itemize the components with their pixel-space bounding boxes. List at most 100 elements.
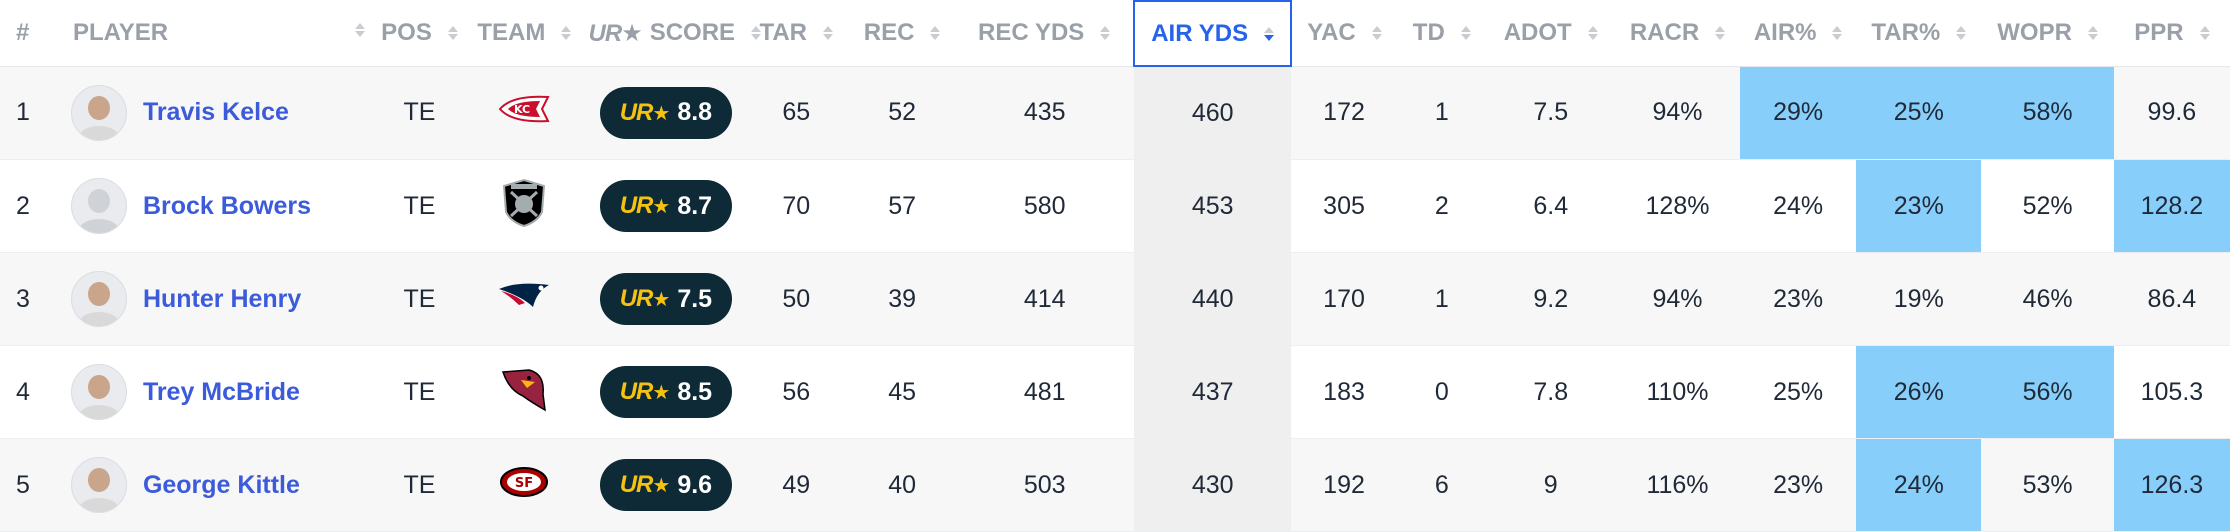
ur-score-badge: UR★ 8.7	[599, 180, 733, 232]
pos-cell: TE	[378, 66, 461, 160]
racr-cell: 128%	[1614, 159, 1741, 253]
col-header-adot[interactable]: ADOT	[1486, 1, 1615, 67]
avatar	[70, 178, 127, 234]
rec-yds-cell: 580	[955, 159, 1135, 253]
tar-pct-cell: 24%	[1856, 438, 1982, 532]
adot-cell: 7.8	[1486, 345, 1615, 439]
adot-cell: 7.5	[1486, 66, 1615, 160]
air-yds-cell: 440	[1134, 252, 1292, 346]
wopr-cell: 53%	[1981, 438, 2114, 532]
yac-cell: 170	[1291, 252, 1397, 346]
ur-logo-icon: UR★	[588, 19, 643, 47]
ur-logo-icon: UR★	[619, 285, 671, 312]
air-yds-cell: 430	[1134, 438, 1292, 532]
col-header-yac[interactable]: YAC	[1291, 1, 1397, 67]
rec-cell: 40	[849, 438, 956, 532]
td-cell: 1	[1396, 66, 1487, 160]
col-header-rec-yds[interactable]: REC YDS	[955, 1, 1135, 67]
col-header-ppr[interactable]: PPR	[2113, 1, 2230, 67]
td-cell: 6	[1396, 438, 1487, 532]
yac-cell: 172	[1291, 66, 1397, 160]
rec-yds-cell: 503	[955, 438, 1135, 532]
score-cell: UR★ 8.8	[588, 66, 744, 160]
player-name-link[interactable]: Travis Kelce	[142, 98, 289, 127]
table-row: 1 Travis Kelce TE KC UR★ 8.8 65 52 435 4…	[0, 66, 2230, 160]
wopr-cell: 58%	[1981, 66, 2114, 160]
rank-cell: 2	[0, 159, 53, 253]
yac-cell: 305	[1291, 159, 1397, 253]
col-header-score[interactable]: UR★ SCORE	[588, 1, 762, 67]
player-name-link[interactable]: Brock Bowers	[142, 191, 312, 220]
rec-yds-cell: 435	[955, 66, 1135, 160]
sort-icon	[1460, 26, 1471, 41]
rank-cell: 4	[0, 345, 53, 439]
ur-logo-icon: UR★	[619, 98, 671, 126]
wopr-cell: 52%	[1981, 159, 2114, 253]
score-cell: UR★ 7.5	[588, 252, 744, 346]
score-cell: UR★ 8.7	[588, 159, 744, 253]
ur-score-badge: UR★ 9.6	[599, 459, 733, 511]
player-name-link[interactable]: Hunter Henry	[142, 284, 302, 313]
td-cell: 1	[1396, 252, 1487, 346]
col-header-pos[interactable]: POS	[378, 1, 461, 67]
ppr-cell: 105.3	[2113, 345, 2230, 439]
sort-icon	[1100, 26, 1111, 41]
air-pct-cell: 25%	[1740, 345, 1857, 439]
air-yds-cell: 437	[1134, 345, 1292, 439]
pos-cell: TE	[378, 159, 461, 253]
score-cell: UR★ 9.6	[588, 438, 744, 532]
sort-icon	[1715, 26, 1726, 41]
ur-logo-icon: UR★	[619, 378, 671, 405]
sort-icon	[1832, 26, 1843, 41]
player-name-link[interactable]: Trey McBride	[142, 377, 300, 406]
col-header-racr[interactable]: RACR	[1614, 1, 1741, 67]
col-header-player[interactable]: PLAYER	[52, 1, 379, 67]
rec-yds-cell: 414	[955, 252, 1135, 346]
tar-pct-cell: 26%	[1856, 345, 1982, 439]
ur-score-badge: UR★ 8.5	[599, 366, 733, 418]
yac-cell: 192	[1291, 438, 1397, 532]
wopr-cell: 46%	[1981, 252, 2114, 346]
player-cell[interactable]: George Kittle	[52, 438, 379, 532]
col-header-wopr[interactable]: WOPR	[1981, 1, 2114, 67]
player-cell[interactable]: Hunter Henry	[52, 252, 379, 346]
sort-icon	[1371, 26, 1382, 41]
racr-cell: 110%	[1614, 345, 1741, 439]
tar-cell: 49	[743, 438, 850, 532]
ppr-cell: 99.6	[2113, 66, 2230, 160]
player-cell[interactable]: Trey McBride	[52, 345, 379, 439]
ppr-cell: 126.3	[2113, 438, 2230, 532]
team-cell: KC	[460, 66, 589, 160]
pos-cell: TE	[378, 438, 461, 532]
col-header-air-pct[interactable]: AIR%	[1740, 1, 1857, 67]
49ers-logo-icon: SF	[499, 466, 549, 505]
yac-cell: 183	[1291, 345, 1397, 439]
col-header-tar[interactable]: TAR	[743, 1, 850, 67]
player-cell[interactable]: Travis Kelce	[52, 66, 379, 160]
sort-icon	[354, 23, 365, 37]
col-header-air-yds[interactable]: AIR YDS	[1133, 0, 1293, 67]
avatar	[70, 364, 127, 420]
air-yds-cell: 453	[1134, 159, 1292, 253]
col-header-tar-pct[interactable]: TAR%	[1856, 1, 1982, 67]
rank-cell: 5	[0, 438, 53, 532]
col-header-rec[interactable]: REC	[849, 1, 956, 67]
rank-cell: 1	[0, 66, 53, 160]
sort-icon	[2199, 26, 2210, 41]
sort-icon	[930, 26, 941, 41]
player-name-link[interactable]: George Kittle	[142, 470, 300, 499]
player-cell[interactable]: Brock Bowers	[52, 159, 379, 253]
sort-icon	[2087, 26, 2098, 41]
col-header-td[interactable]: TD	[1396, 1, 1487, 67]
ppr-cell: 128.2	[2113, 159, 2230, 253]
sort-icon	[561, 26, 572, 41]
ur-score-badge: UR★ 7.5	[599, 273, 733, 325]
tar-pct-cell: 25%	[1856, 66, 1982, 160]
air-pct-cell: 23%	[1740, 252, 1857, 346]
tar-cell: 56	[743, 345, 850, 439]
rec-cell: 39	[849, 252, 956, 346]
rec-cell: 57	[849, 159, 956, 253]
col-header-team[interactable]: TEAM	[460, 1, 589, 67]
col-header-rank: #	[0, 1, 53, 67]
